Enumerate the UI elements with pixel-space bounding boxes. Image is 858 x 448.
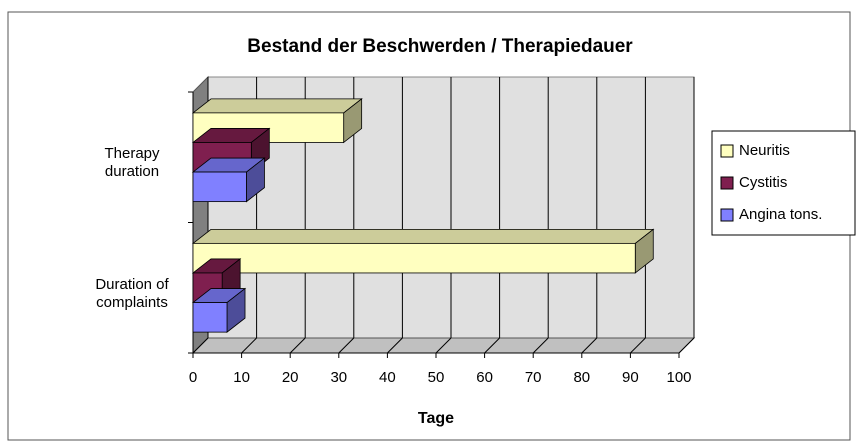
legend-label: Angina tons. [739, 206, 822, 223]
x-tick-label: 10 [233, 369, 250, 386]
floor-grid-line [387, 337, 403, 354]
x-tick-label: 40 [379, 369, 396, 386]
floor-grid-line [435, 337, 452, 354]
x-tick-label: 50 [428, 369, 445, 386]
legend-swatch [720, 144, 734, 158]
x-axis-label: Tage [418, 410, 454, 427]
floor-grid-line [581, 337, 598, 354]
floor-grid-line [484, 337, 500, 354]
x-tick-label: 100 [666, 369, 691, 386]
bar [192, 171, 247, 203]
bar-top [191, 228, 655, 244]
bar [192, 302, 228, 333]
x-tick-label: 60 [476, 369, 493, 386]
x-tick-label: 90 [622, 369, 639, 386]
legend-label: Cystitis [739, 174, 787, 191]
x-tick-label: 20 [282, 369, 299, 386]
bar [192, 242, 636, 274]
x-tick-label: 30 [330, 369, 347, 386]
x-tick-label: 80 [573, 369, 590, 386]
floor-grid-line [630, 337, 646, 354]
floor-grid-line [192, 337, 209, 354]
legend-swatch [720, 208, 734, 222]
floor-grid-line [678, 337, 695, 354]
legend-box [711, 130, 856, 236]
chart-title: Bestand der Beschwerden / Therapiedauer [247, 36, 633, 57]
floor-grid-line [289, 337, 306, 354]
floor-grid-line [532, 337, 549, 354]
y-tick-label: Therapy duration [104, 145, 160, 181]
legend-swatch [720, 176, 734, 190]
x-tick-label: 70 [525, 369, 542, 386]
floor-grid-line [241, 337, 257, 354]
bar-top [191, 98, 363, 114]
floor-grid-line [338, 337, 355, 354]
y-tick-label: Duration of complaints [95, 275, 169, 311]
x-tick-label: 0 [189, 369, 197, 386]
legend-label: Neuritis [739, 142, 790, 159]
